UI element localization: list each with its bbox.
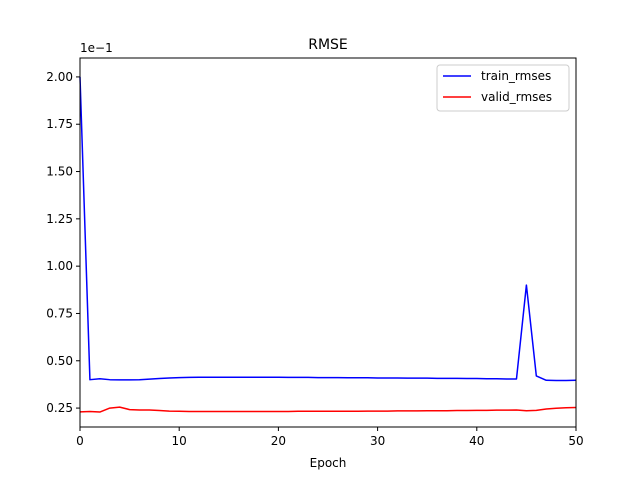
x-tick-label: 0 [76,434,84,448]
y-tick-label: 1.25 [46,212,73,226]
y-tick-label: 1.50 [46,165,73,179]
axes-frame [79,57,577,428]
x-tick-label: 50 [568,434,583,448]
series-layer [79,76,577,413]
y-tick-label: 0.50 [46,354,73,368]
y-tick-label: 0.75 [46,306,73,320]
legend-entry: train_rmses [481,69,551,83]
x-tick-label: 10 [172,434,187,448]
legend-entry: valid_rmses [481,90,552,104]
x-axis-ticks: 0 10 20 30 40 50 [76,427,584,448]
x-tick-label: 30 [370,434,385,448]
y-tick-label: 0.25 [46,401,73,415]
y-tick-label: 2.00 [46,70,73,84]
y-axis-ticks: 0.25 0.50 0.75 1.00 1.25 1.50 1.75 2.00 [46,70,80,415]
series-line-train-rmses [79,76,577,382]
x-tick-label: 20 [271,434,286,448]
series-line-valid-rmses [79,406,577,413]
y-tick-label: 1.00 [46,259,73,273]
chart-title: RMSE [308,37,348,53]
legend: train_rmses valid_rmses [436,64,570,112]
y-offset-label: 1e−1 [80,41,113,55]
x-tick-label: 40 [469,434,484,448]
x-axis-label: Epoch [310,456,347,470]
y-tick-label: 1.75 [46,117,73,131]
